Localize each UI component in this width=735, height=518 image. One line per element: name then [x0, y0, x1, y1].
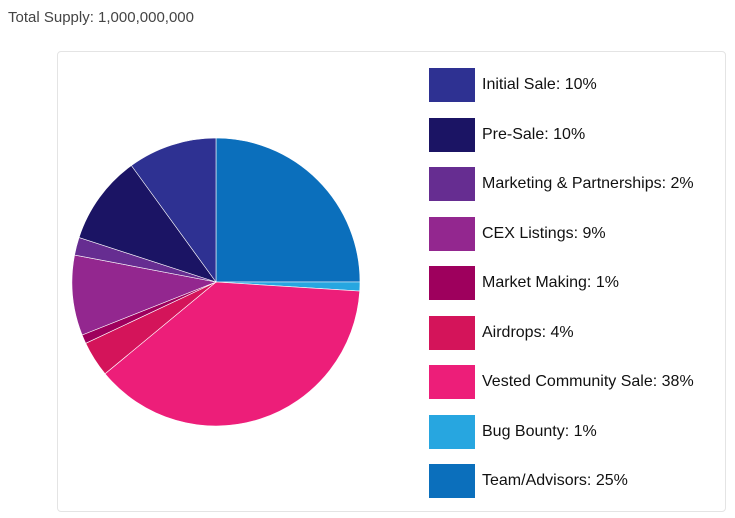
- legend-item-airdrops[interactable]: Airdrops: 4%: [429, 315, 574, 350]
- legend-label: Pre-Sale: 10%: [482, 125, 586, 143]
- legend-label: Team/Advisors: 25%: [482, 472, 628, 489]
- pie-slice-initial-sale[interactable]: [130, 137, 217, 283]
- pie-slice-team-advisors[interactable]: [215, 137, 361, 283]
- legend-label: Vested Community Sale: 38%: [482, 373, 694, 390]
- legend-item-market-making[interactable]: Market Making: 1%: [429, 266, 619, 300]
- legend-item-bug-bounty[interactable]: Bug Bounty: 1%: [429, 414, 597, 449]
- legend-swatch: [429, 68, 475, 102]
- legend-swatch: [429, 464, 475, 498]
- chart-card: Initial Sale: 10% Pre-Sale: 10% Marketing …: [57, 51, 726, 512]
- legend-label: Airdrops: 4%: [482, 323, 574, 341]
- legend-swatch: [429, 266, 475, 300]
- pie-chart: [71, 137, 361, 427]
- legend-item-marketing-partnerships[interactable]: Marketing & Partnerships: 2%: [429, 167, 694, 201]
- legend-swatch: [429, 414, 475, 449]
- legend-label: Bug Bounty: 1%: [482, 422, 597, 440]
- pie-slice-cex-listings[interactable]: [71, 254, 218, 336]
- legend-label: Marketing & Partnerships: 2%: [482, 175, 694, 192]
- total-supply-label: Total Supply: 1,000,000,000: [8, 9, 194, 26]
- pie-slice-vested-community-sale[interactable]: [104, 281, 361, 427]
- legend-item-cex-listings[interactable]: CEX Listings: 9%: [429, 216, 606, 251]
- legend-item-initial-sale[interactable]: Initial Sale: 10%: [429, 68, 597, 102]
- legend-swatch: [429, 216, 475, 251]
- legend-label: Market Making: 1%: [482, 274, 619, 291]
- legend-item-team-advisors[interactable]: Team/Advisors: 25%: [429, 464, 628, 498]
- legend-label: CEX Listings: 9%: [482, 224, 606, 242]
- legend-label: Initial Sale: 10%: [482, 76, 597, 93]
- legend-swatch: [429, 365, 475, 399]
- legend-item-vested-community-sale[interactable]: Vested Community Sale: 38%: [429, 365, 694, 399]
- legend-item-pre-sale[interactable]: Pre-Sale: 10%: [429, 117, 586, 152]
- legend-swatch: [429, 315, 475, 350]
- pie-slice-pre-sale[interactable]: [78, 165, 217, 283]
- legend-swatch: [429, 117, 475, 152]
- legend-swatch: [429, 167, 475, 201]
